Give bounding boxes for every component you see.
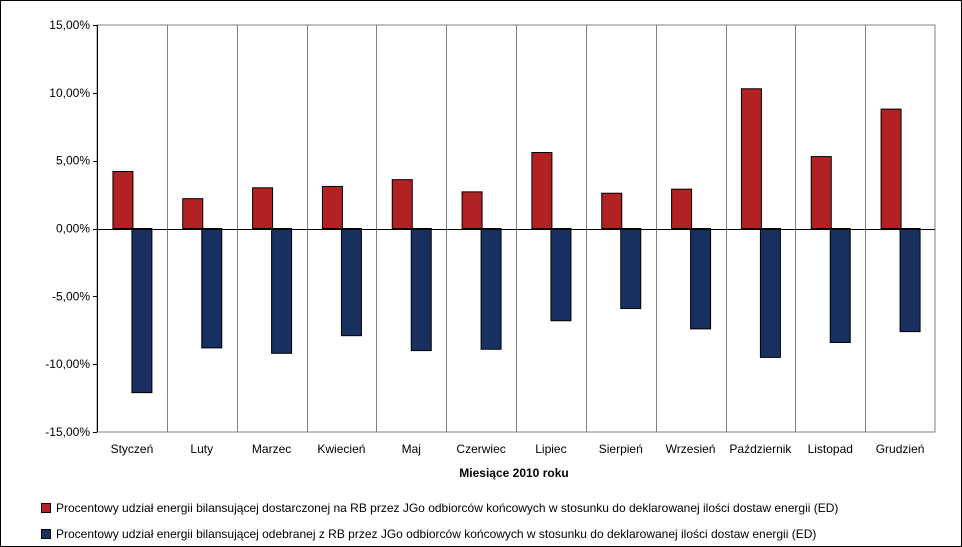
bar-received	[829, 228, 851, 343]
bar-supplied	[182, 198, 204, 230]
bar-received	[550, 228, 572, 322]
axes	[97, 25, 935, 432]
legend-item-received: Procentowy udział energii bilansującej o…	[41, 521, 951, 547]
bar-supplied	[601, 192, 623, 230]
bar-supplied	[252, 187, 274, 230]
y-tick-label: -10,00%	[45, 357, 90, 371]
bar-received	[271, 228, 293, 354]
legend: Procentowy udział energii bilansującej d…	[41, 495, 951, 547]
y-tick-label: -5,00%	[52, 289, 90, 303]
y-tick-label: 0,00%	[56, 222, 90, 236]
bar-received	[201, 228, 223, 349]
y-tick-labels: 15,00% 10,00% 5,00% 0,00% -5,00% -10,00% -15,0…	[45, 18, 97, 439]
x-tick-label: Kwiecień	[317, 442, 365, 456]
bar-supplied	[391, 179, 413, 230]
bar-received	[759, 228, 781, 358]
x-tick-label: Styczeń	[111, 442, 154, 456]
x-tick-label: Październik	[729, 442, 792, 456]
x-tick-label: Luty	[190, 442, 213, 456]
x-tick-label: Czerwiec	[456, 442, 505, 456]
bar-received	[410, 228, 432, 352]
y-tick-label: 5,00%	[56, 154, 90, 168]
bar-received	[690, 228, 712, 330]
bar-supplied	[810, 156, 832, 229]
bar-received	[899, 228, 921, 333]
bar-supplied	[461, 191, 483, 229]
bar-received	[480, 228, 502, 350]
y-tick-label: -15,00%	[45, 425, 90, 439]
grid-lines	[96, 24, 936, 433]
x-axis-title: Miesiące 2010 roku	[459, 466, 568, 480]
y-tick-label: 10,00%	[49, 86, 90, 100]
x-tick-label: Wrzesień	[666, 442, 716, 456]
bar-supplied	[671, 188, 693, 229]
bar-supplied	[112, 171, 134, 230]
legend-label-supplied: Procentowy udział energii bilansującej d…	[56, 501, 839, 515]
x-tick-labels: Styczeń Luty Marzec Kwiecień Maj Czerwiec Lipi…	[111, 442, 925, 456]
bar-received	[620, 228, 642, 310]
bar-supplied	[531, 152, 553, 230]
x-tick-label: Listopad	[808, 442, 853, 456]
x-tick-label: Marzec	[252, 442, 291, 456]
x-tick-label: Maj	[402, 442, 421, 456]
x-tick-label: Sierpień	[599, 442, 643, 456]
legend-swatch-received	[41, 529, 51, 539]
legend-item-supplied: Procentowy udział energii bilansującej d…	[41, 495, 951, 521]
bar-received	[131, 228, 153, 394]
x-tick-label: Grudzień	[876, 442, 925, 456]
bar-supplied	[740, 88, 762, 229]
bar-received	[340, 228, 362, 337]
legend-swatch-supplied	[41, 503, 51, 513]
bar-supplied	[321, 185, 343, 229]
x-tick-label: Lipiec	[535, 442, 566, 456]
y-tick-label: 15,00%	[49, 18, 90, 32]
bars	[112, 88, 921, 394]
legend-label-received: Procentowy udział energii bilansującej o…	[56, 527, 817, 541]
bar-supplied	[880, 108, 902, 229]
